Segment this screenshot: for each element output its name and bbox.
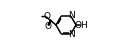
Text: N: N bbox=[68, 11, 75, 20]
Text: OH: OH bbox=[75, 20, 88, 30]
Text: O: O bbox=[43, 12, 50, 21]
Text: N: N bbox=[68, 30, 75, 39]
Text: O: O bbox=[45, 22, 52, 31]
